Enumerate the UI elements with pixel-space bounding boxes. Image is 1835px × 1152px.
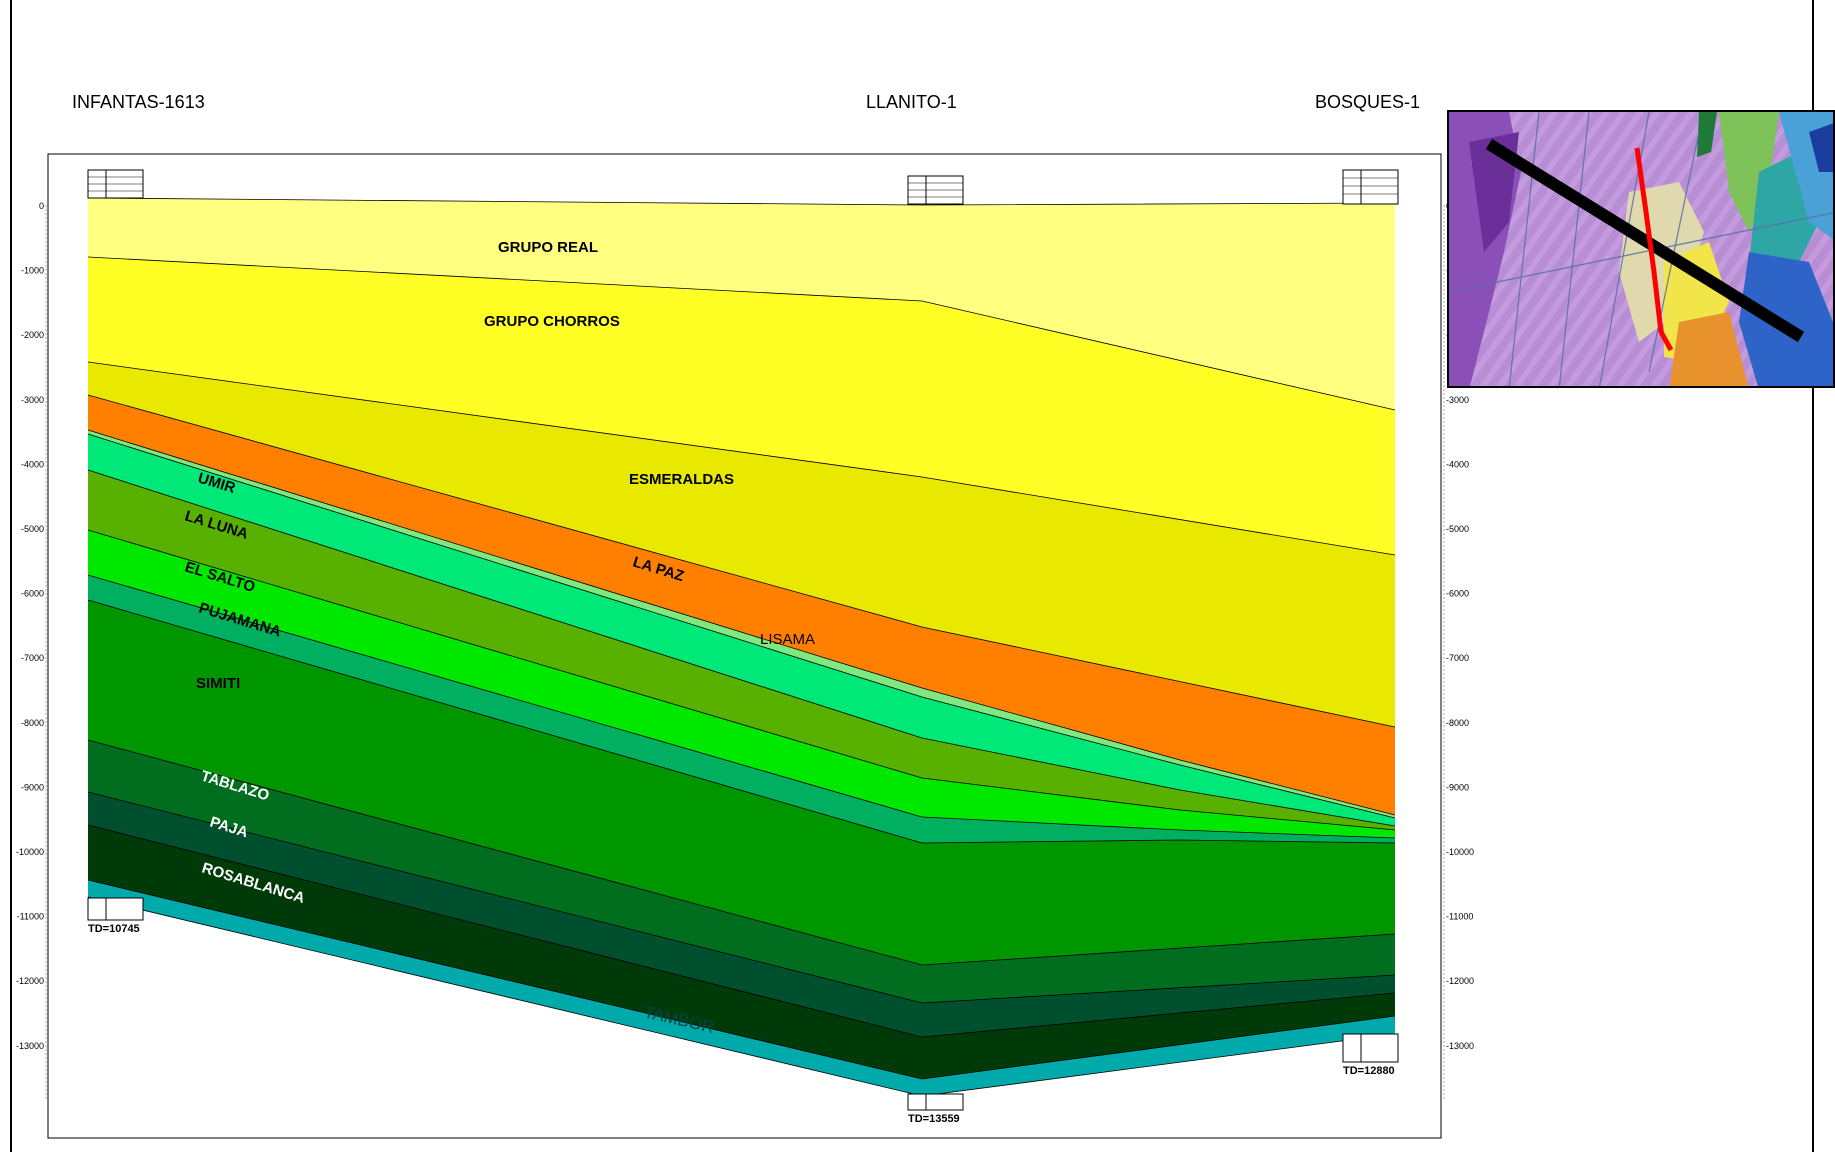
layer-rosablanca	[88, 825, 1395, 1079]
depth-tick-left: -8000	[21, 718, 44, 728]
boundary-line	[87, 574, 1396, 839]
boundary-line	[87, 739, 1396, 966]
well-header-infantas	[87, 169, 144, 199]
td-label-llanito: TD=13559	[908, 1113, 960, 1125]
boundary-line	[87, 256, 1396, 411]
td-label-infantas: TD=10745	[88, 923, 140, 935]
depth-tick-left: -2000	[21, 330, 44, 340]
well-header-llanito	[907, 175, 964, 205]
td-box-bosques	[1342, 1033, 1399, 1063]
label-esmeraldas: ESMERALDAS	[629, 471, 734, 488]
depth-tick-left: -3000	[21, 395, 44, 405]
depth-tick-right: -4000	[1446, 459, 1469, 469]
depth-tick-left: -7000	[21, 653, 44, 663]
boundary-line	[87, 433, 1396, 819]
depth-tick-right: -12000	[1446, 976, 1474, 986]
depth-tick-left: -4000	[21, 459, 44, 469]
well-title-bosques: BOSQUES-1	[1315, 92, 1421, 112]
left-frame-line	[10, 0, 12, 1152]
location-map-inset	[1447, 110, 1835, 388]
layer-grupo-chorros	[88, 257, 1395, 555]
depth-tick-right: -3000	[1446, 395, 1469, 405]
boundary-line	[87, 791, 1396, 1004]
well-title-llanito: LLANITO-1	[866, 92, 957, 112]
td-box-infantas	[87, 897, 144, 921]
formation-boundaries	[87, 197, 1396, 1097]
boundary-line	[87, 599, 1396, 844]
depth-tick-left: -6000	[21, 589, 44, 599]
boundary-line	[87, 429, 1396, 816]
boundary-line	[87, 469, 1396, 827]
depth-tick-left: -5000	[21, 524, 44, 534]
label-lisama: LISAMA	[760, 631, 815, 648]
depth-tick-left: -9000	[21, 782, 44, 792]
layer-la-paz	[88, 395, 1395, 815]
geologic-map	[1449, 112, 1833, 386]
layer-paja	[88, 792, 1395, 1037]
depth-tick-right: -7000	[1446, 653, 1469, 663]
td-label-bosques: TD=12880	[1343, 1065, 1395, 1077]
boundary-line	[87, 197, 1396, 206]
layer-umir	[88, 434, 1395, 826]
depth-tick-right: -5000	[1446, 524, 1469, 534]
fault-trace	[1634, 147, 1674, 352]
section-frame	[47, 153, 1442, 1139]
depth-tick-left: 0	[39, 201, 44, 211]
boundary-line	[87, 394, 1396, 728]
layer-tablazo	[88, 740, 1395, 1003]
well-title-infantas: INFANTAS-1613	[72, 92, 205, 112]
label-simiti: SIMITI	[196, 675, 240, 692]
depth-tick-right: -6000	[1446, 589, 1469, 599]
formation-layers	[88, 198, 1395, 1096]
depth-tick-left: -13000	[16, 1041, 44, 1051]
depth-tick-right: -10000	[1446, 847, 1474, 857]
boundary-line	[87, 361, 1396, 556]
right-frame-line	[1812, 0, 1814, 1152]
depth-tick-right: -8000	[1446, 718, 1469, 728]
layer-pujamana	[88, 575, 1395, 843]
boundary-line	[87, 529, 1396, 831]
boundary-line	[87, 879, 1396, 1080]
depth-tick-left: -1000	[21, 266, 44, 276]
layer-grupo-real	[88, 198, 1395, 410]
depth-tick-right: -9000	[1446, 782, 1469, 792]
layer-esmeraldas	[88, 362, 1395, 727]
section-line	[1485, 138, 1805, 343]
label-grupo-chorros: GRUPO CHORROS	[484, 313, 620, 330]
depth-ticks: 00-1000-1000-2000-2000-3000-3000-4000-40…	[16, 201, 1474, 1051]
td-box-llanito	[907, 1093, 964, 1111]
depth-tick-right: -13000	[1446, 1041, 1474, 1051]
depth-tick-left: -10000	[16, 847, 44, 857]
depth-tick-left: -12000	[16, 976, 44, 986]
boundary-line	[87, 824, 1396, 1038]
depth-tick-left: -11000	[17, 912, 44, 922]
layer-simiti	[88, 600, 1395, 965]
label-grupo-real: GRUPO REAL	[498, 239, 598, 256]
well-header-bosques	[1342, 169, 1399, 205]
depth-tick-right: -11000	[1446, 912, 1473, 922]
